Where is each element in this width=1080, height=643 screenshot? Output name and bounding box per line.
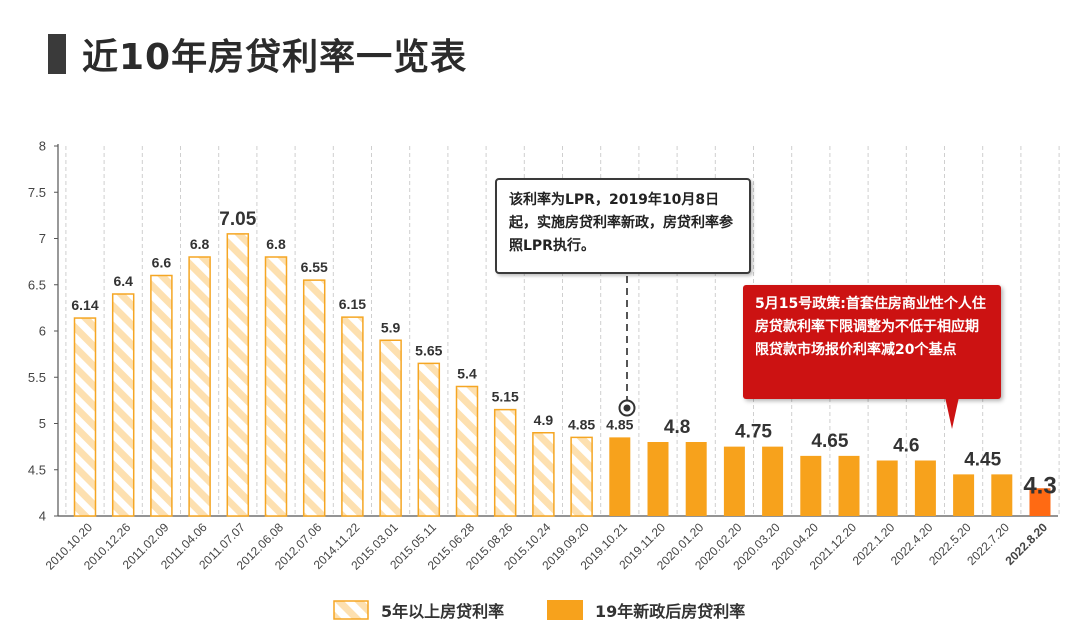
x-tick-label: 2022.8.20	[1002, 520, 1050, 568]
data-label-2011.02.09: 6.6	[152, 255, 172, 271]
bar-2022.8.20	[1029, 488, 1051, 516]
legend-label-solid: 19年新政后房贷利率	[595, 602, 746, 621]
data-label-2020.02.20: 4.75	[735, 422, 772, 443]
y-tick-label: 7.5	[28, 185, 46, 200]
bar-2014.11.22	[341, 316, 364, 517]
legend-item-solid: 19年新政后房贷利率	[547, 598, 745, 622]
bar-2021.12.20	[838, 455, 860, 516]
y-tick-label: 5	[39, 416, 46, 431]
bar-2019.11.20	[647, 442, 669, 516]
bar-2015.03.01	[379, 339, 402, 517]
bar-2012.06.08	[264, 256, 288, 517]
legend-label-hatched: 5年以上房贷利率	[381, 602, 505, 621]
legend-swatch-hatched	[333, 600, 369, 620]
data-label-2020.04.20: 4.65	[811, 431, 848, 452]
data-label-2022.8.20: 4.3	[1023, 472, 1056, 499]
data-label-2015.08.26: 5.15	[492, 389, 519, 405]
bar-2010.12.26	[111, 293, 135, 517]
data-label-2022.1.20: 4.6	[893, 436, 919, 457]
bar-2019.09.20	[570, 436, 593, 517]
bar-2022.1.20	[876, 460, 898, 516]
bar-2011.04.06	[188, 256, 211, 517]
page-title: 近10年房贷利率一览表	[82, 37, 468, 78]
y-tick-label: 4.5	[28, 462, 46, 477]
data-label-2022.5.20: 4.45	[964, 449, 1001, 470]
bar-2020.04.20	[800, 455, 822, 516]
data-label-2015.03.01: 5.9	[381, 319, 401, 335]
bar-2019.10.21	[609, 437, 631, 516]
bar-2012.07.06	[302, 279, 326, 517]
bar-2022.7.20	[991, 474, 1013, 516]
data-label-2015.06.28: 5.4	[457, 366, 477, 382]
legend-swatch-solid	[547, 600, 583, 620]
y-tick-label: 6	[39, 324, 46, 339]
data-label-2015.05.11: 5.65	[415, 342, 442, 358]
data-label-2015.10.24: 4.9	[534, 412, 554, 428]
bar-2011.02.09	[150, 274, 173, 517]
data-label-2019.11.20: 4.8	[664, 417, 690, 438]
policy-callout: 5月15号政策:首套住房商业性个人住房贷款利率下限调整为不低于相应期限贷款市场报…	[743, 285, 1001, 399]
lpr-callout: 该利率为LPR，2019年10月8日起，实施房贷利率新政，房贷利率参照LPR执行…	[495, 178, 751, 274]
bar-2011.07.07	[226, 233, 250, 517]
data-label-2010.10.20: 6.14	[71, 297, 98, 313]
data-label-2011.07.07: 7.05	[219, 209, 256, 230]
data-label-2014.11.22: 6.15	[339, 296, 366, 312]
y-tick-label: 4	[39, 509, 46, 524]
bar-2020.01.20	[685, 442, 707, 516]
bar-2015.05.11	[417, 362, 441, 517]
bar-2015.08.26	[493, 408, 517, 517]
bar-2022.5.20	[953, 474, 975, 516]
bar-2022.4.20	[914, 460, 936, 516]
data-label-2012.07.06: 6.55	[301, 259, 328, 275]
data-label-2011.04.06: 6.8	[190, 236, 210, 252]
lpr-marker-dot	[623, 404, 631, 412]
bar-2015.10.24	[532, 432, 555, 517]
title-accent-bar	[48, 34, 66, 74]
data-label-2019.09.20: 4.85	[568, 416, 595, 432]
data-label-2010.12.26: 6.4	[113, 273, 133, 289]
y-tick-label: 7	[39, 231, 46, 246]
y-tick-label: 5.5	[28, 370, 46, 385]
data-label-2019.10.21: 4.85	[606, 416, 633, 432]
policy-callout-pointer	[945, 397, 959, 429]
bar-2020.02.20	[723, 446, 745, 516]
y-tick-label: 6.5	[28, 277, 46, 292]
y-tick-label: 8	[39, 139, 46, 154]
legend-item-hatched: 5年以上房贷利率	[333, 598, 504, 622]
bar-2010.10.20	[73, 317, 97, 517]
data-label-2012.06.08: 6.8	[266, 236, 286, 252]
bar-2015.06.28	[455, 385, 479, 517]
bar-2020.03.20	[762, 446, 784, 516]
